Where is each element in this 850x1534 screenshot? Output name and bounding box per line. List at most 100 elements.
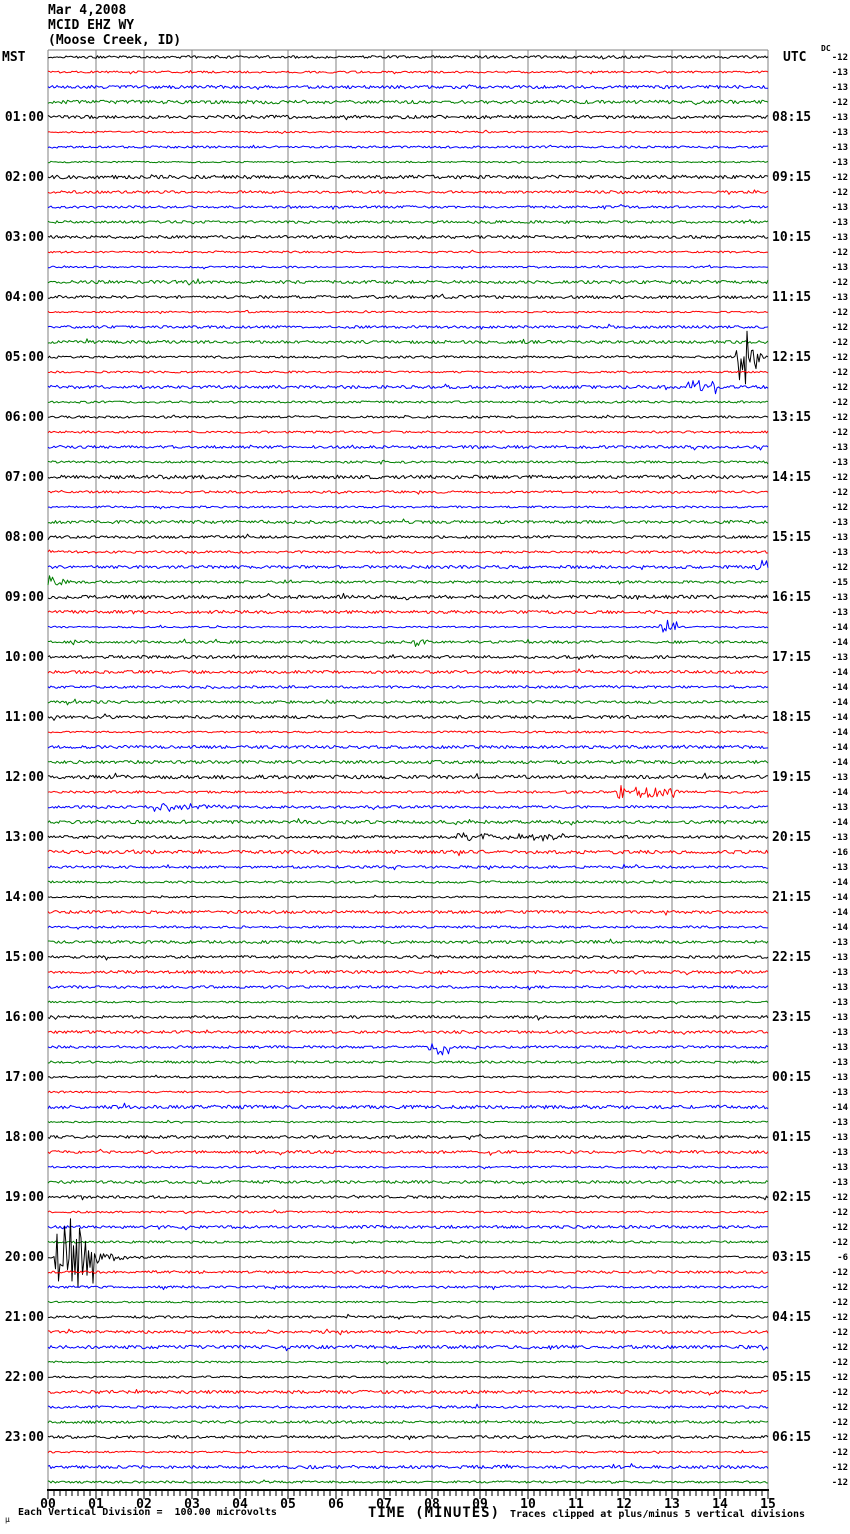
svg-text:05:15: 05:15 (772, 1370, 811, 1385)
svg-text:-12: -12 (832, 1328, 848, 1338)
svg-text:14:15: 14:15 (772, 470, 811, 485)
svg-text:-13: -13 (832, 68, 848, 78)
svg-text:-13: -13 (832, 218, 848, 228)
seismogram-trace (47, 772, 768, 780)
seismogram-trace (47, 129, 769, 135)
svg-text:-13: -13 (832, 293, 848, 303)
seismogram-trace (47, 1000, 769, 1005)
svg-text:-13: -13 (832, 998, 848, 1008)
seismogram-trace (47, 1360, 769, 1365)
seismogram-trace (47, 99, 769, 106)
svg-text:-13: -13 (832, 533, 848, 543)
seismogram-trace (47, 1133, 769, 1140)
svg-text:-12: -12 (832, 1373, 848, 1383)
svg-text:-12: -12 (832, 98, 848, 108)
svg-text:-14: -14 (832, 1103, 849, 1113)
svg-text:-13: -13 (832, 518, 848, 528)
svg-text:22:15: 22:15 (772, 950, 811, 965)
x-axis-title: TIME (MINUTES) (368, 1505, 501, 1521)
svg-text:-14: -14 (832, 893, 849, 903)
gridlines (47, 49, 769, 1490)
svg-text:-13: -13 (832, 983, 848, 993)
svg-text:13:15: 13:15 (772, 410, 811, 425)
seismogram-trace (47, 400, 769, 404)
svg-text:-14: -14 (832, 818, 849, 828)
svg-text:-14: -14 (832, 728, 849, 738)
seismogram-trace (47, 1014, 769, 1021)
svg-text:-14: -14 (832, 923, 849, 933)
seismogram-trace (48, 1218, 769, 1288)
seismogram-trace (47, 1239, 769, 1245)
svg-text:17:15: 17:15 (772, 650, 811, 665)
svg-text:17:00: 17:00 (5, 1070, 44, 1085)
seismogram-trace (47, 609, 769, 615)
svg-text:-12: -12 (832, 248, 848, 258)
svg-text:-13: -13 (832, 83, 848, 93)
svg-text:-12: -12 (832, 1268, 848, 1278)
seismogram-trace (47, 1479, 769, 1484)
seismogram-trace (47, 249, 769, 254)
svg-text:-12: -12 (832, 188, 848, 198)
svg-text:-12: -12 (832, 1418, 848, 1428)
seismogram-trace (47, 235, 769, 240)
svg-text:08:15: 08:15 (772, 110, 811, 125)
svg-text:-13: -13 (832, 1013, 848, 1023)
svg-text:-12: -12 (832, 1313, 848, 1323)
svg-text:-12: -12 (832, 413, 848, 423)
seismogram-trace (47, 910, 769, 916)
svg-text:-14: -14 (832, 713, 849, 723)
svg-text:-13: -13 (832, 1148, 848, 1158)
seismogram-trace (47, 1224, 769, 1231)
seismogram-trace (47, 489, 769, 495)
svg-text:14: 14 (712, 1497, 728, 1512)
svg-text:-13: -13 (832, 1058, 848, 1068)
svg-text:12: 12 (616, 1497, 632, 1512)
svg-text:-14: -14 (832, 638, 849, 648)
svg-text:-13: -13 (832, 203, 848, 213)
svg-text:13: 13 (664, 1497, 680, 1512)
seismogram-trace (47, 474, 769, 480)
svg-text:-12: -12 (832, 1433, 848, 1443)
corner-mark: µ (5, 1515, 10, 1524)
seismogram-trace (47, 713, 769, 721)
svg-text:-12: -12 (832, 278, 848, 288)
svg-text:-14: -14 (832, 668, 849, 678)
seismogram-trace (47, 969, 769, 976)
seismogram-trace (47, 444, 769, 451)
seismogram-trace (47, 338, 769, 344)
svg-text:-12: -12 (832, 1283, 848, 1293)
utc-hour-labels: 08:15 09:15 10:15 11:15 12:15 13:15 14:15 15:15… (772, 110, 811, 1445)
svg-text:10:00: 10:00 (5, 650, 44, 665)
svg-text:-13: -13 (832, 953, 848, 963)
svg-text:-12: -12 (832, 353, 848, 363)
svg-text:-13: -13 (832, 1028, 848, 1038)
svg-text:-13: -13 (832, 1073, 848, 1083)
svg-text:05: 05 (280, 1497, 296, 1512)
seismogram-trace (47, 730, 769, 734)
svg-text:-13: -13 (832, 1043, 848, 1053)
svg-text:10:15: 10:15 (772, 230, 811, 245)
seismogram-trace (47, 1043, 769, 1056)
seismogram-trace (47, 985, 769, 991)
seismogram-trace (47, 592, 769, 601)
svg-text:-13: -13 (832, 113, 848, 123)
svg-text:-14: -14 (832, 623, 849, 633)
seismogram-trace (47, 575, 768, 586)
svg-text:19:00: 19:00 (5, 1190, 44, 1205)
svg-text:-12: -12 (832, 1223, 848, 1233)
svg-text:-13: -13 (832, 1133, 848, 1143)
traces (47, 55, 769, 1484)
svg-text:-12: -12 (832, 53, 848, 63)
seismogram-trace (47, 1060, 769, 1064)
seismogram-trace (47, 1074, 769, 1079)
svg-text:-12: -12 (832, 1358, 848, 1368)
svg-text:21:00: 21:00 (5, 1310, 44, 1325)
svg-text:11: 11 (568, 1497, 584, 1512)
left-timezone-label: MST (2, 50, 26, 65)
seismogram-trace (47, 1090, 769, 1094)
svg-text:-13: -13 (832, 608, 848, 618)
svg-text:02: 02 (136, 1497, 152, 1512)
svg-text:-12: -12 (832, 1208, 848, 1218)
seismogram-trace (47, 698, 769, 706)
